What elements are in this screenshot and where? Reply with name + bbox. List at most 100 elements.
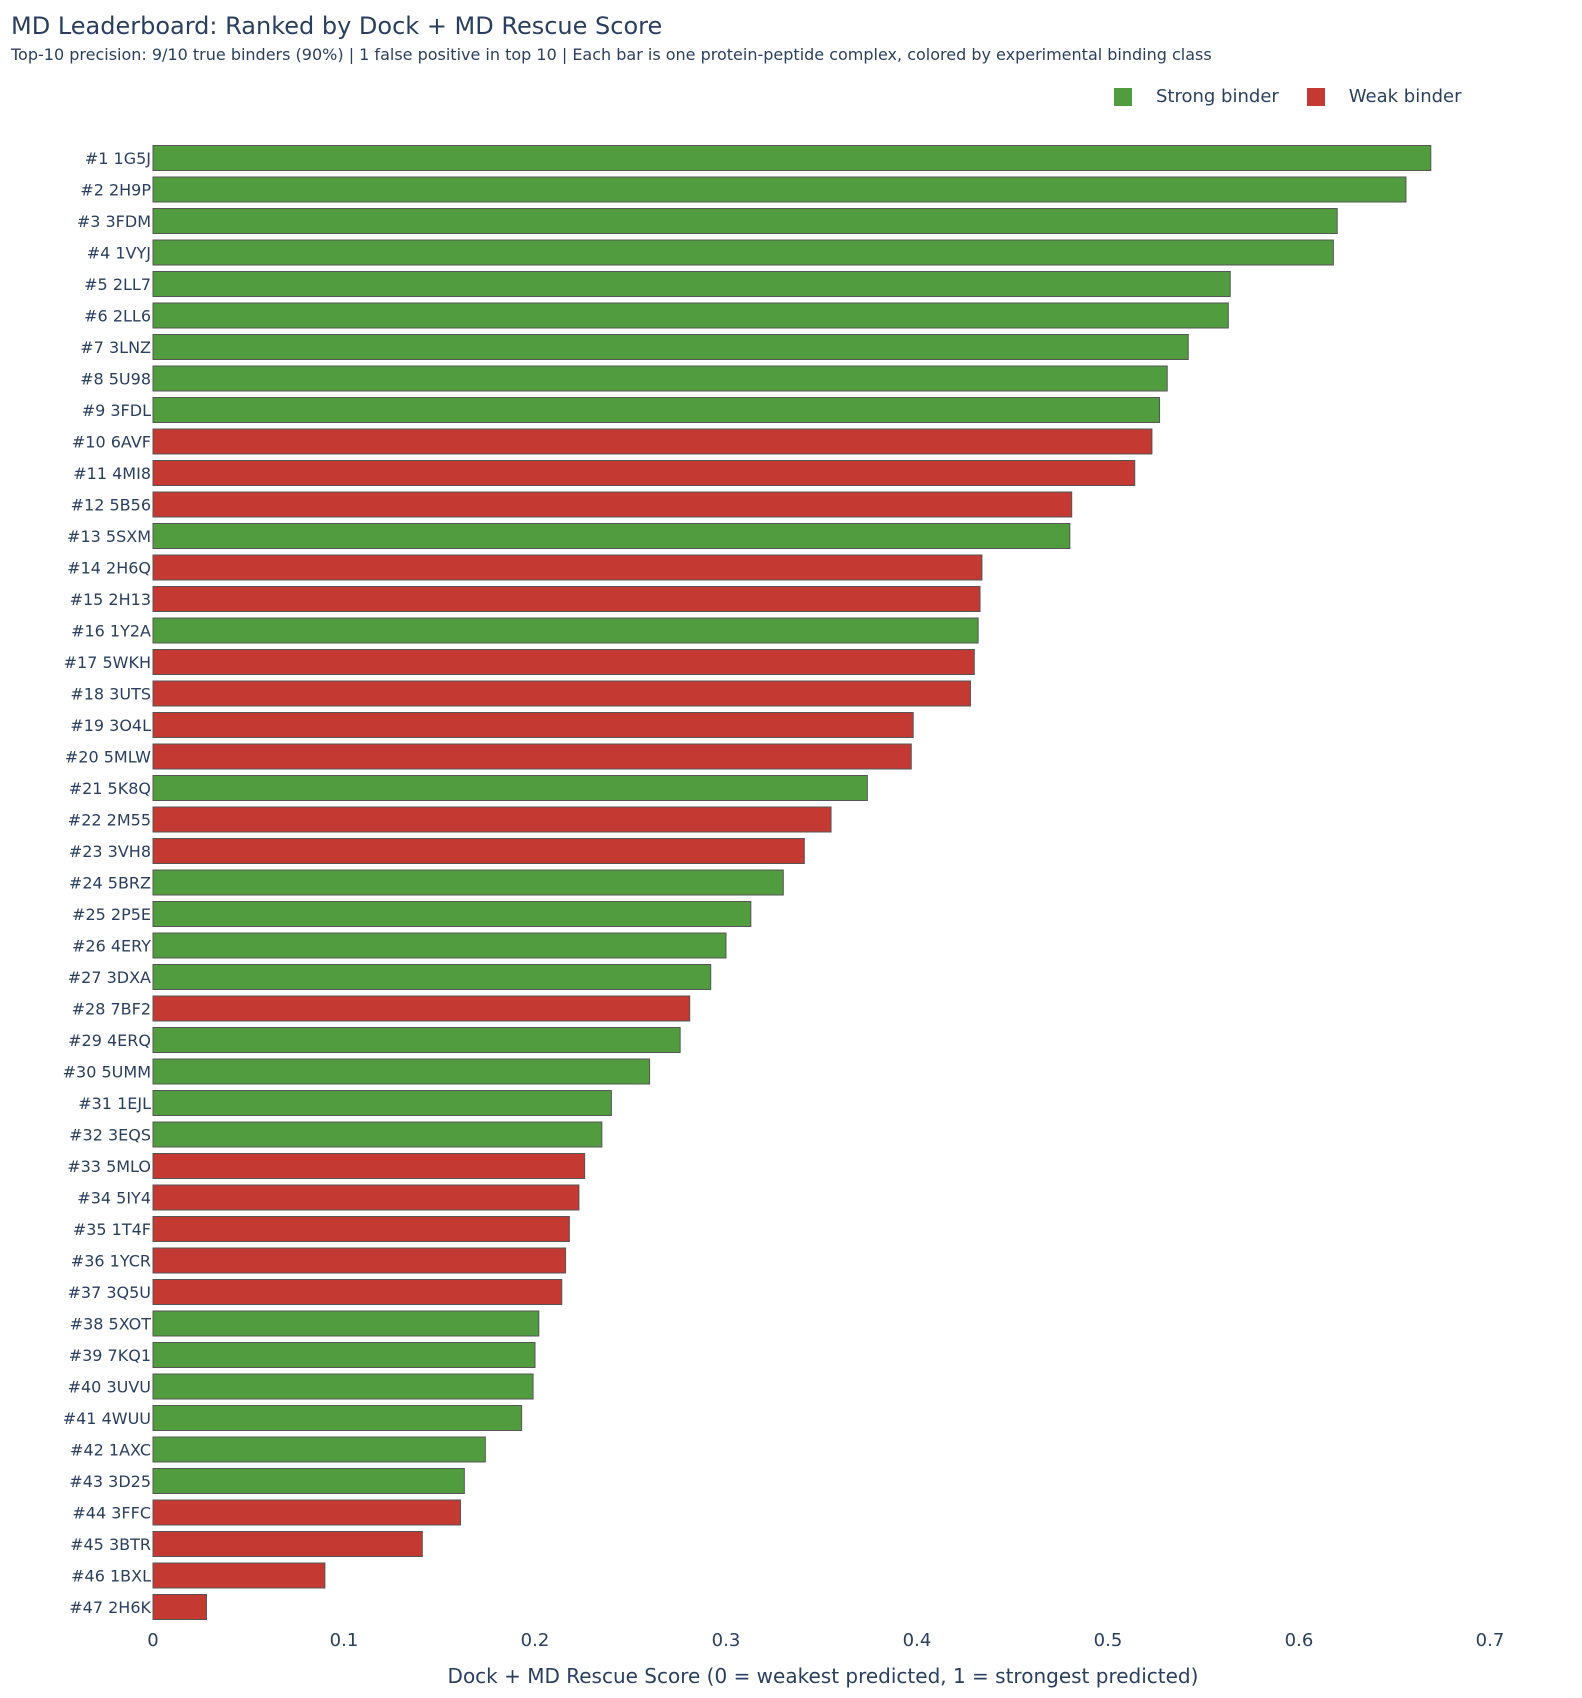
y-tick-label: #43 3D25 [69, 1472, 151, 1491]
y-tick-label: #31 1EJL [78, 1094, 151, 1113]
x-tick-labels: 0 0.1 0.2 0.3 0.4 0.5 0.6 0.7 [147, 1630, 1504, 1651]
bar[interactable] [152, 869, 784, 896]
bar[interactable] [152, 428, 1153, 455]
bar[interactable] [152, 145, 1432, 171]
y-tick-label: #18 3UTS [70, 685, 151, 704]
y-tick-label: #2 2H9P [80, 181, 151, 200]
legend-item-weak-binder[interactable]: Weak binder [1306, 86, 1462, 107]
x-tick-label: 0.6 [1285, 1630, 1314, 1651]
bar[interactable] [152, 743, 912, 770]
x-tick-label: 0.2 [521, 1630, 550, 1651]
bar[interactable] [152, 617, 979, 644]
bar[interactable] [152, 680, 971, 707]
x-tick-label: 0.3 [712, 1630, 741, 1651]
y-tick-label: #34 5IY4 [77, 1189, 151, 1208]
bar[interactable] [152, 397, 1161, 423]
legend-swatch-weak [1306, 87, 1325, 106]
bar[interactable] [152, 1279, 563, 1305]
y-tick-label: #8 5U98 [80, 370, 151, 389]
bar[interactable] [152, 1027, 681, 1053]
bar[interactable] [152, 932, 727, 959]
bar[interactable] [152, 554, 983, 581]
bar[interactable] [152, 208, 1338, 234]
y-tick-label: #21 5K8Q [69, 779, 151, 798]
bar[interactable] [152, 1531, 423, 1557]
y-tick-label: #33 5MLO [67, 1157, 151, 1176]
y-tick-label: #37 3Q5U [67, 1283, 151, 1302]
bar[interactable] [152, 586, 981, 612]
bar[interactable] [152, 649, 975, 675]
bar[interactable] [152, 271, 1231, 297]
y-tick-label: #17 5WKH [64, 653, 151, 672]
bar[interactable] [152, 1184, 580, 1211]
y-tick-label: #39 7KQ1 [69, 1346, 151, 1365]
y-tick-label: #16 1Y2A [71, 622, 151, 641]
x-tick-label: 0.1 [330, 1630, 359, 1651]
y-tick-label: #9 3FDL [82, 401, 151, 420]
bar[interactable] [152, 1121, 603, 1148]
y-tick-label: #1 1G5J [85, 149, 151, 168]
y-tick-label: #40 3UVU [68, 1378, 151, 1397]
y-tick-label: #30 5UMM [63, 1063, 151, 1082]
bar[interactable] [152, 1090, 612, 1116]
y-tick-label: #35 1T4F [73, 1220, 151, 1239]
bar[interactable] [152, 838, 805, 864]
bar[interactable] [152, 1405, 523, 1431]
y-tick-label: #7 3LNZ [80, 338, 151, 357]
bar[interactable] [152, 365, 1168, 392]
legend-swatch-strong [1114, 87, 1132, 106]
bar[interactable] [152, 806, 832, 833]
x-axis-title: Dock + MD Rescue Score (0 = weakest pred… [447, 1664, 1199, 1688]
bar[interactable] [152, 1058, 651, 1085]
bar[interactable] [152, 1594, 207, 1620]
bar[interactable] [152, 1153, 586, 1179]
bar[interactable] [152, 964, 712, 990]
y-tick-label: #42 1AXC [70, 1441, 151, 1460]
bar[interactable] [152, 995, 691, 1022]
y-tick-label: #5 2LL7 [84, 275, 151, 294]
y-tick-label: #38 5XOT [70, 1315, 152, 1334]
bar[interactable] [152, 1436, 486, 1463]
bar[interactable] [152, 302, 1229, 329]
bar[interactable] [152, 1310, 540, 1337]
x-tick-label: 0.7 [1476, 1630, 1505, 1651]
legend-label-weak: Weak binder [1348, 86, 1462, 107]
y-tick-label: #36 1YCR [71, 1252, 151, 1271]
legend-item-strong-binder[interactable]: Strong binder [1114, 86, 1279, 107]
bar[interactable] [152, 460, 1136, 486]
bar[interactable] [152, 523, 1071, 549]
bar[interactable] [152, 1342, 536, 1368]
y-tick-label: #26 4ERY [72, 937, 151, 956]
bar[interactable] [152, 901, 752, 927]
bar[interactable] [152, 491, 1073, 518]
bar[interactable] [152, 1499, 462, 1526]
bar[interactable] [152, 712, 914, 738]
y-tick-label: #23 3VH8 [69, 842, 151, 861]
y-tick-label: #27 3DXA [68, 968, 151, 987]
bar[interactable] [152, 1468, 465, 1494]
x-tick-label: 0 [147, 1630, 158, 1651]
bar[interactable] [152, 334, 1189, 360]
bar[interactable] [152, 239, 1334, 266]
y-tick-label: #25 2P5E [72, 905, 151, 924]
y-tick-label: #28 7BF2 [72, 1000, 151, 1019]
x-tick-label: 0.4 [903, 1630, 932, 1651]
y-tick-label: #32 3EQS [69, 1126, 151, 1145]
y-tick-label: #47 2H6K [69, 1598, 151, 1617]
bar[interactable] [152, 1216, 570, 1242]
legend: Strong binder Weak binder [1114, 86, 1490, 107]
chart-title: MD Leaderboard: Ranked by Dock + MD Resc… [11, 12, 663, 40]
y-tick-label: #19 3O4L [70, 716, 151, 735]
x-tick-label: 0.5 [1094, 1630, 1123, 1651]
y-tick-label: #24 5BRZ [69, 874, 151, 893]
y-tick-label: #20 5MLW [65, 748, 151, 767]
y-tick-label: #29 4ERQ [68, 1031, 151, 1050]
bar[interactable] [152, 1247, 567, 1274]
bar[interactable] [152, 1373, 534, 1400]
bar[interactable] [152, 176, 1407, 203]
bar[interactable] [152, 1562, 326, 1589]
bar[interactable] [152, 775, 868, 801]
y-tick-label: #44 3FFC [72, 1504, 151, 1523]
y-tick-label: #11 4MI8 [73, 464, 151, 483]
